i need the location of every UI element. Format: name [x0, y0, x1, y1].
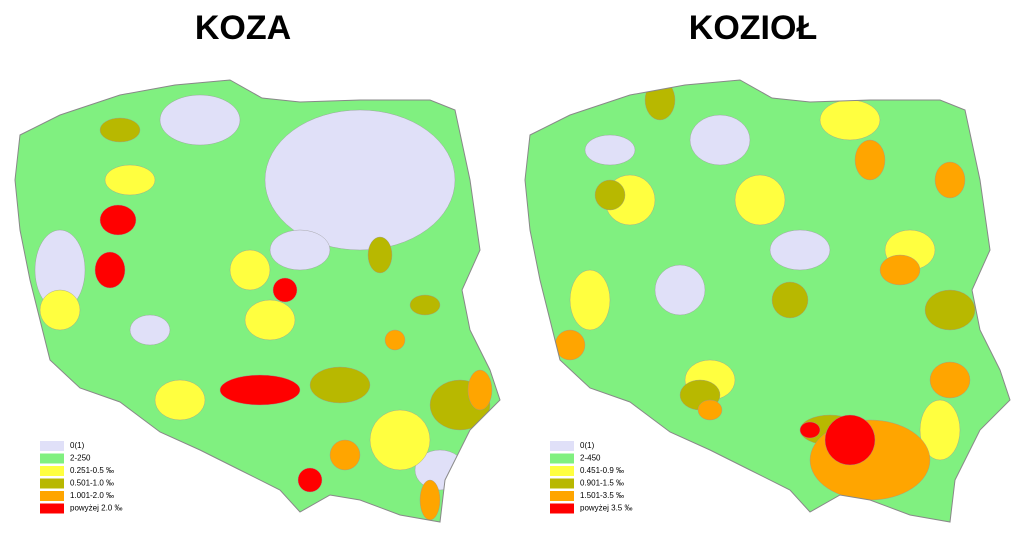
- map-title: KOZIOŁ: [689, 9, 817, 47]
- legend-swatch: [40, 491, 64, 501]
- legend-swatch: [40, 453, 64, 464]
- region: [154, 379, 206, 421]
- legend-label: 0.251-0.5 ‰: [70, 466, 114, 475]
- region: [879, 254, 921, 286]
- region: [554, 329, 586, 361]
- region: [329, 439, 361, 471]
- legend-swatch: [550, 478, 574, 489]
- map-title: KOZA: [195, 9, 291, 47]
- region: [467, 369, 493, 411]
- region: [654, 264, 706, 316]
- country-border: [524, 79, 1011, 523]
- legend-swatch: [40, 503, 64, 514]
- legend-swatch: [550, 491, 574, 501]
- legend-label: 1.001-2.0 ‰: [70, 491, 114, 500]
- region: [594, 179, 626, 211]
- region: [929, 361, 971, 399]
- legend-label: 0(1): [580, 441, 595, 450]
- region: [367, 236, 393, 274]
- region: [924, 289, 976, 331]
- region: [309, 366, 371, 404]
- legend-label: 0.901-1.5 ‰: [580, 479, 624, 488]
- region: [569, 269, 611, 331]
- region: [771, 281, 809, 319]
- region: [129, 314, 171, 346]
- legend-label: 0.451-0.9 ‰: [580, 466, 624, 475]
- region: [799, 421, 821, 439]
- country-border: [14, 79, 501, 523]
- region: [769, 229, 831, 271]
- region: [99, 117, 141, 143]
- regions: [34, 94, 493, 521]
- region: [39, 289, 81, 331]
- region: [159, 94, 241, 146]
- region: [854, 139, 886, 181]
- legend-swatch: [550, 503, 574, 514]
- map-panel: KOZA 0(1) 2-250 0.251-0.5 ‰ 0.501-1.0 ‰ 1.001…: [14, 9, 501, 523]
- legend-swatch: [550, 466, 574, 476]
- region: [409, 294, 441, 316]
- legend-label: 2-450: [580, 454, 601, 463]
- legend-swatch: [40, 441, 64, 451]
- legend-label: powyżej 3.5 ‰: [580, 504, 632, 513]
- region: [369, 409, 431, 471]
- legend-label: 0(1): [70, 441, 85, 450]
- region: [419, 479, 441, 521]
- legend-label: 2-250: [70, 454, 91, 463]
- region: [272, 277, 298, 303]
- region: [824, 414, 876, 466]
- legend-label: 1.501-3.5 ‰: [580, 491, 624, 500]
- region: [689, 114, 751, 166]
- legend-label: 0.501-1.0 ‰: [70, 479, 114, 488]
- region: [244, 299, 296, 341]
- region: [269, 229, 331, 271]
- region: [219, 374, 301, 406]
- map-panel: KOZIOŁ 0(1) 2-450 0.451-0.9 ‰ 0.901-1.5 ‰ 1.5…: [524, 9, 1011, 523]
- region: [229, 249, 271, 291]
- region: [584, 134, 636, 166]
- legend-swatch: [550, 453, 574, 464]
- region: [919, 399, 961, 461]
- region: [297, 467, 323, 493]
- region: [697, 399, 723, 421]
- region: [734, 174, 786, 226]
- legend-swatch: [40, 466, 64, 476]
- region: [264, 109, 456, 251]
- legend-swatch: [550, 441, 574, 451]
- legend-swatch: [40, 478, 64, 489]
- region: [384, 329, 406, 351]
- legend-label: powyżej 2.0 ‰: [70, 504, 122, 513]
- region: [99, 204, 137, 236]
- region: [94, 251, 126, 289]
- region: [819, 99, 881, 141]
- region: [934, 161, 966, 199]
- regions: [554, 80, 976, 501]
- region: [104, 164, 156, 196]
- region: [644, 80, 676, 121]
